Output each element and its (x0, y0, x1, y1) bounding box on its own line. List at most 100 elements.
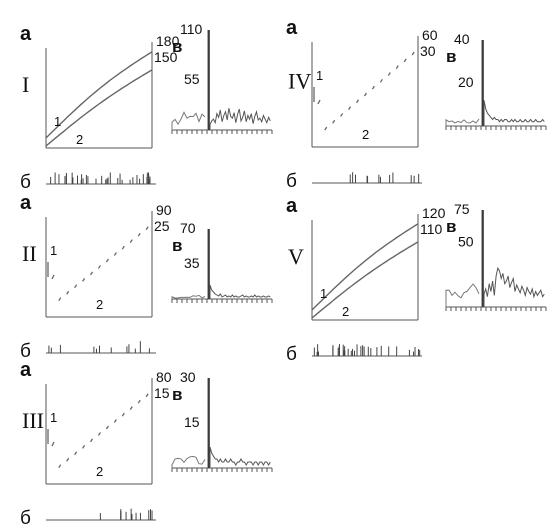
a-max-label: 180 (156, 33, 180, 49)
hist-pre-zero (171, 455, 206, 468)
panel-letter-a: а (20, 359, 32, 381)
hist-max-label: 110 (180, 21, 203, 37)
roman-numeral: I (22, 72, 29, 97)
curve-2-dot (371, 85, 375, 90)
hist-mid-label: 15 (184, 414, 200, 430)
curve-2-dot (145, 393, 149, 398)
hist-max-label: 30 (180, 369, 196, 385)
curve-1-label: 1 (316, 68, 323, 83)
curve-2-dot (137, 399, 141, 404)
curve-2-dot (379, 78, 383, 83)
curve-1-segment (51, 441, 55, 447)
curve-2-label: 2 (362, 127, 369, 142)
a-min-label: 30 (420, 43, 436, 59)
curve-2-dot (58, 464, 62, 469)
curve-2-dot (121, 412, 125, 417)
curve-1 (45, 51, 153, 139)
hist-max-label: 40 (454, 31, 470, 47)
curve-2-dot (355, 99, 360, 104)
hist-mid-label: 50 (458, 233, 474, 249)
a-max-label: 60 (422, 27, 438, 43)
curve-2-dot (74, 284, 78, 289)
panel-letter-v: в (172, 385, 182, 404)
curve-2-dot (105, 425, 109, 430)
panel-letter-a: а (20, 23, 32, 45)
curve-1-label: 1 (54, 114, 61, 129)
roman-numeral: III (22, 408, 44, 433)
curve-2-dot (113, 419, 117, 423)
a-min-label: 25 (154, 218, 170, 234)
curve-2-dot (395, 65, 399, 70)
panel-letter-b: б (20, 172, 31, 193)
roman-numeral: IV (288, 69, 311, 94)
curve-2-dot (66, 457, 70, 462)
curve-1-segment (51, 274, 55, 280)
panel-letter-v: в (446, 47, 456, 66)
hist-mid-label: 20 (458, 74, 474, 90)
hist-tail (483, 100, 545, 126)
panel-letter-a: а (286, 195, 298, 217)
panel-letter-v: в (172, 236, 182, 255)
curve-1-label: 1 (50, 243, 57, 258)
a-min-label: 15 (154, 385, 170, 401)
curve-2-dot (332, 119, 336, 124)
curve-2-dot (97, 265, 102, 269)
panel-letter-b: б (20, 508, 31, 524)
curve-2-label: 2 (96, 297, 103, 312)
roman-numeral: II (22, 241, 37, 266)
curve-2-dot (113, 252, 117, 256)
hist-pre-zero (171, 111, 206, 130)
curve-1-segment (317, 99, 321, 105)
a-max-label: 90 (156, 202, 172, 218)
panel-letter-b: б (286, 344, 297, 365)
panel-letter-b: б (286, 171, 297, 192)
curve-2 (311, 241, 419, 319)
curve-2-dot (66, 290, 70, 295)
hist-tail (209, 284, 271, 299)
hist-tail (483, 266, 545, 307)
panel-letter-v: в (172, 37, 182, 56)
curve-2-label: 2 (342, 304, 349, 319)
curve-2-dot (82, 277, 86, 282)
curve-1-label: 1 (320, 286, 327, 301)
curve-2-dot (137, 232, 141, 237)
curve-2-dot (348, 106, 352, 110)
curve-2-dot (403, 58, 407, 63)
hist-pre-zero (445, 283, 480, 307)
panel-letter-b: б (20, 341, 31, 362)
curve-2-dot (129, 239, 133, 243)
hist-mid-label: 55 (184, 71, 200, 87)
hist-max-label: 70 (180, 220, 196, 236)
panel-letter-a: а (20, 192, 32, 214)
curve-2-dot (145, 226, 149, 231)
curve-1 (311, 223, 419, 311)
curve-2-dot (411, 51, 415, 56)
panel-letter-v: в (446, 217, 456, 236)
hist-pre-zero (171, 294, 206, 299)
curve-2-dot (324, 126, 328, 131)
curve-2-dot (97, 432, 102, 436)
roman-numeral: V (288, 244, 304, 269)
a-max-label: 80 (156, 369, 172, 385)
curve-1-label: 1 (50, 410, 57, 425)
curve-2-label: 2 (76, 132, 83, 147)
a-max-label: 120 (422, 205, 446, 221)
hist-tail (209, 108, 271, 130)
curve-2-dot (387, 72, 391, 76)
curve-2-dot (74, 451, 78, 456)
hist-max-label: 75 (454, 201, 470, 217)
curve-2-dot (58, 297, 62, 302)
curve-2-dot (89, 438, 94, 443)
curve-2-dot (363, 92, 368, 97)
a-min-label: 150 (154, 49, 178, 65)
curve-2-label: 2 (96, 464, 103, 479)
hist-mid-label: 35 (184, 255, 200, 271)
curve-2-dot (89, 271, 94, 276)
curve-2-dot (340, 113, 344, 117)
